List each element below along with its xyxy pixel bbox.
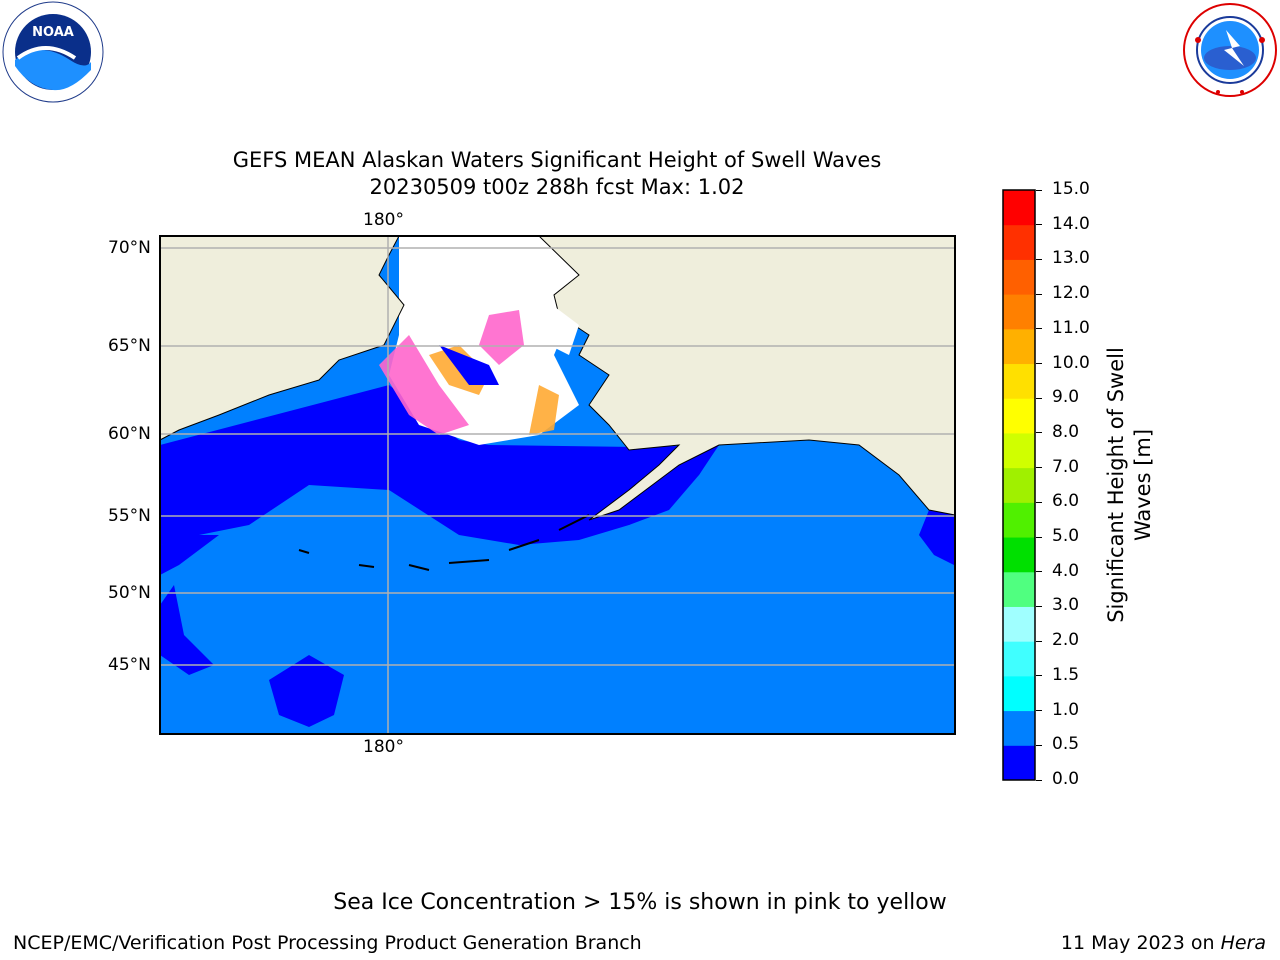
sea-ice-note: Sea Ice Concentration > 15% is shown in …: [333, 890, 947, 915]
colorbar-tick-label: 0.0: [1052, 769, 1080, 789]
colorbar: [1002, 188, 1036, 786]
colorbar-segment: [1003, 398, 1035, 434]
colorbar-tick-label: 8.0: [1052, 421, 1080, 442]
colorbar-segment: [1003, 294, 1035, 330]
noaa-logo-text: NOAA: [32, 25, 74, 40]
colorbar-label: Significant Height of Swell Waves [m]: [1103, 347, 1157, 623]
colorbar-segment: [1003, 432, 1035, 469]
bering-low-swell-area: [160, 385, 679, 545]
lat-label-45: 45°N: [108, 655, 151, 675]
colorbar-segment: [1003, 745, 1035, 781]
lat-label-50: 50°N: [108, 583, 151, 603]
chart-subtitle: 20230509 t00z 288h fcst Max: 1.02: [369, 175, 745, 199]
colorbar-tick-label: 9.0: [1052, 387, 1080, 408]
lat-label-55: 55°N: [108, 506, 151, 526]
colorbar-segment: [1003, 641, 1035, 677]
colorbar-tick-label: 2.0: [1052, 630, 1080, 651]
colorbar-segment: [1003, 606, 1035, 642]
colorbar-tick-mark: [1036, 432, 1042, 434]
colorbar-tick-label: 4.0: [1052, 560, 1080, 581]
colorbar-segment: [1003, 710, 1035, 746]
colorbar-label-line2: Waves [m]: [1131, 428, 1155, 542]
colorbar-segment: [1003, 328, 1035, 365]
lon-label-top: 180°: [363, 210, 404, 230]
colorbar-tick-label: 0.5: [1052, 734, 1080, 755]
colorbar-tick-mark: [1036, 189, 1042, 191]
nws-logo: [1178, 0, 1280, 104]
colorbar-tick-label: 13.0: [1052, 248, 1090, 269]
colorbar-segment: [1003, 675, 1035, 712]
map-frame: [159, 235, 956, 735]
colorbar-tick-mark: [1036, 397, 1042, 399]
chart-title: GEFS MEAN Alaskan Waters Significant Hei…: [232, 148, 882, 172]
colorbar-tick-label: 14.0: [1052, 213, 1090, 234]
colorbar-segment: [1003, 502, 1035, 538]
footer-date-text: 11 May 2023 on: [1060, 932, 1221, 954]
colorbar-segment: [1003, 363, 1035, 399]
map-svg: [159, 235, 956, 735]
map-panel: [159, 235, 956, 739]
colorbar-tick-mark: [1036, 710, 1042, 712]
colorbar-tick-label: 1.5: [1052, 664, 1080, 685]
colorbar-tick-mark: [1036, 675, 1042, 677]
colorbar-label-line1: Significant Height of Swell: [1104, 347, 1128, 623]
colorbar-segment: [1003, 537, 1035, 573]
aleutian-islands: [298, 514, 590, 571]
footer-date: 11 May 2023 on Hera: [1061, 932, 1266, 954]
footer-host: Hera: [1220, 932, 1266, 954]
map-gridlines: [160, 236, 955, 734]
colorbar-segment: [1003, 571, 1035, 607]
colorbar-tick-label: 6.0: [1052, 491, 1080, 512]
colorbar-tick-label: 10.0: [1052, 352, 1090, 373]
colorbar-tick-mark: [1036, 467, 1042, 469]
colorbar-tick-mark: [1036, 536, 1042, 538]
colorbar-tick-label: 7.0: [1052, 456, 1080, 477]
colorbar-segment: [1003, 190, 1035, 226]
colorbar-tick-label: 15.0: [1052, 179, 1090, 199]
colorbar-tick-mark: [1036, 363, 1042, 365]
colorbar-segment: [1003, 467, 1035, 503]
colorbar-tick-mark: [1036, 224, 1042, 226]
colorbar-tick-mark: [1036, 779, 1042, 781]
land-siberia: [159, 235, 405, 441]
lat-label-70: 70°N: [108, 238, 151, 258]
colorbar-tick-label: 12.0: [1052, 283, 1090, 304]
lat-label-60: 60°N: [108, 424, 151, 444]
colorbar-tick-mark: [1036, 571, 1042, 573]
colorbar-tick-label: 3.0: [1052, 595, 1080, 616]
colorbar-tick-label: 11.0: [1052, 317, 1090, 338]
noaa-logo: NOAA: [0, 0, 106, 110]
colorbar-tick-mark: [1036, 293, 1042, 295]
colorbar-segment: [1003, 259, 1035, 295]
colorbar-tick-label: 5.0: [1052, 526, 1080, 547]
land-alaska: [537, 235, 956, 521]
colorbar-tick-mark: [1036, 744, 1042, 746]
lon-label-bottom: 180°: [363, 737, 404, 757]
lat-label-65: 65°N: [108, 336, 151, 356]
colorbar-tick-mark: [1036, 258, 1042, 260]
colorbar-tick-mark: [1036, 501, 1042, 503]
colorbar-svg: [1002, 189, 1036, 781]
colorbar-tick-mark: [1036, 328, 1042, 330]
colorbar-tick-label: 1.0: [1052, 699, 1080, 720]
colorbar-segment: [1003, 224, 1035, 260]
colorbar-tick-mark: [1036, 605, 1042, 607]
colorbar-tick-mark: [1036, 640, 1042, 642]
footer-branch: NCEP/EMC/Verification Post Processing Pr…: [13, 932, 642, 954]
